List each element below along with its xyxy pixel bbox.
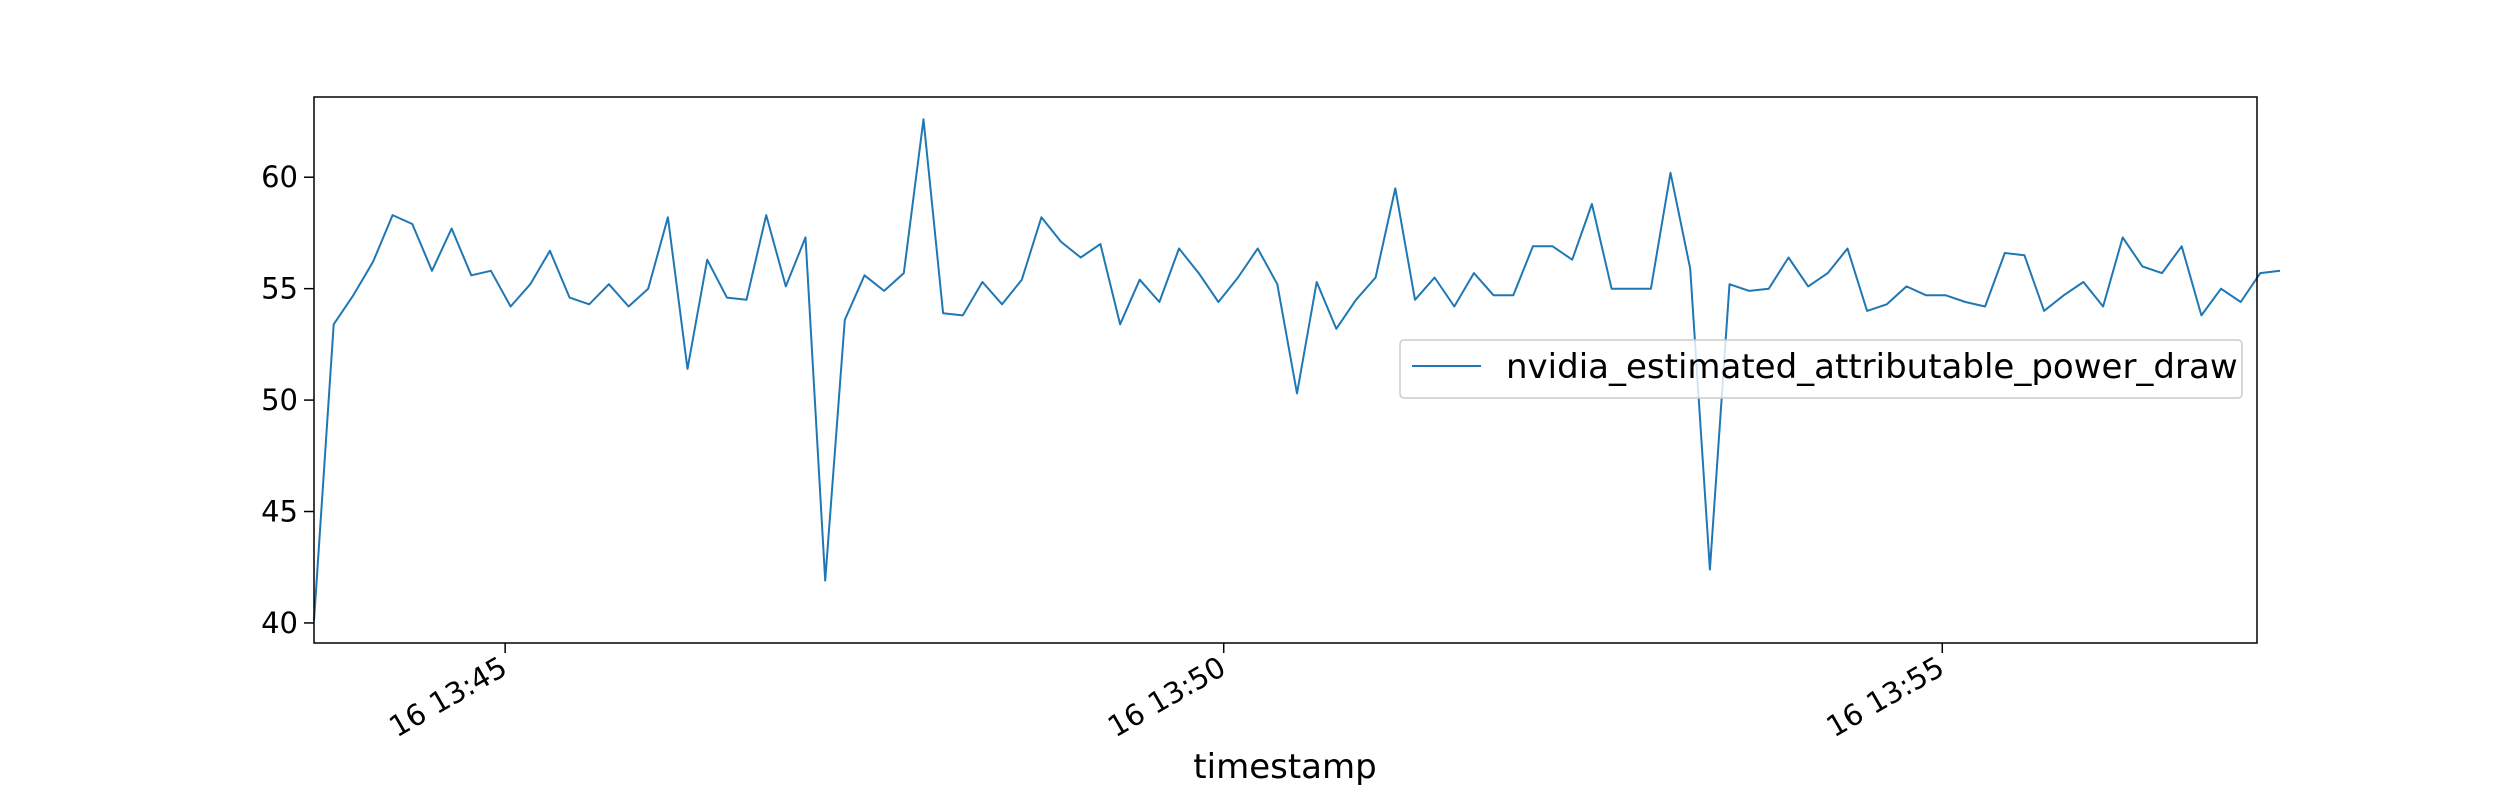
y-tick-label: 40	[261, 606, 298, 640]
legend-entry-label: nvidia_estimated_attributable_power_draw	[1506, 347, 2238, 387]
y-tick-label: 60	[261, 160, 298, 194]
legend-box	[1399, 339, 2243, 399]
y-tick-label: 55	[261, 272, 298, 306]
legend: nvidia_estimated_attributable_power_draw	[1399, 339, 2243, 399]
y-tick-label: 50	[261, 383, 298, 417]
x-tick-label: 16 13:50	[1102, 650, 1231, 744]
x-tick-label: 16 13:55	[1820, 650, 1949, 744]
x-axis-ticks: 16 13:45 16 13:50 16 13:55	[383, 643, 1950, 744]
x-tick-label: 16 13:45	[383, 650, 512, 744]
y-axis-ticks: 40 45 50 55 60	[261, 160, 314, 640]
plot-area	[313, 118, 2281, 621]
plot-frame	[313, 96, 2258, 644]
y-tick-label: 45	[261, 495, 298, 529]
x-axis-label: timestamp	[1193, 747, 1376, 787]
series-line-0	[313, 118, 2281, 621]
